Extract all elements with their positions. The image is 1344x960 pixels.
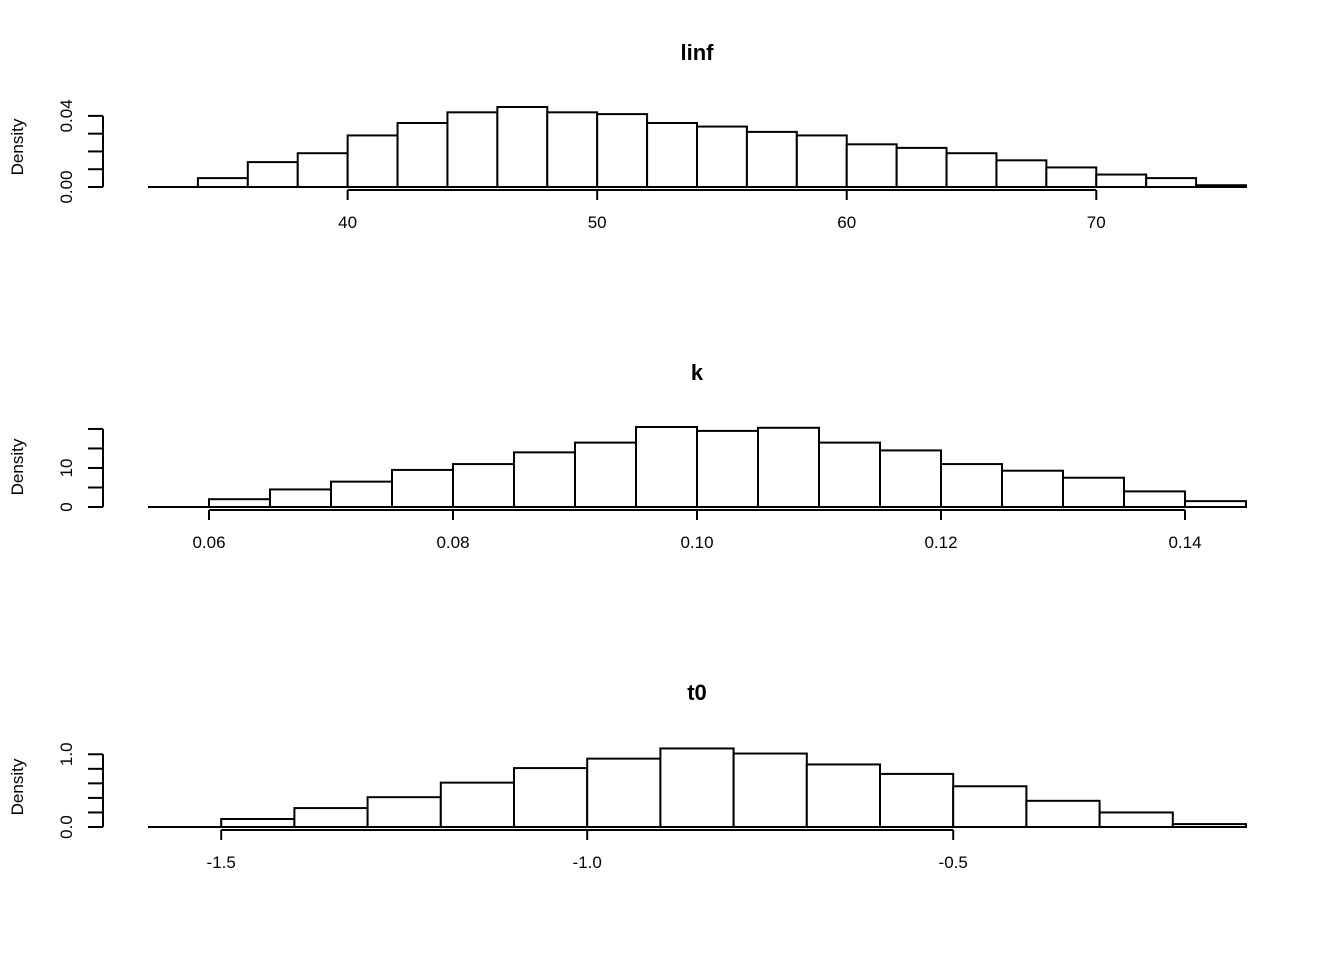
histogram-bar [795, 134, 848, 188]
y-axis-label: Density [8, 118, 27, 175]
x-tick-label: 40 [338, 213, 357, 232]
histogram-bar [208, 498, 271, 509]
histogram-panel-t0: t0 Density -1.5 -1.0 -0.5 0.0 1.0 [8, 680, 1248, 872]
histogram-bar [220, 818, 296, 828]
histogram-bar [439, 781, 515, 828]
histogram-bar [1123, 490, 1186, 509]
histogram-bar [596, 113, 649, 188]
histogram-bar [845, 143, 898, 188]
histogram-bar [732, 752, 808, 829]
histogram-bar [293, 807, 369, 828]
y-tick-label: 0.00 [57, 170, 76, 203]
y-tick-label: 1.0 [57, 742, 76, 766]
histogram-bar [805, 763, 881, 828]
y-tick-label: 10 [57, 459, 76, 478]
histogram-bar [586, 757, 662, 828]
x-tick-label: -0.5 [939, 853, 968, 872]
histogram-bar [659, 747, 735, 828]
y-tick-label: 0.04 [57, 99, 76, 132]
y-tick-label: 0 [57, 502, 76, 511]
histogram-bar [346, 134, 399, 188]
histogram-bar [296, 152, 349, 189]
histogram-panel-k: k Density 0.06 0.08 0.10 0.12 0.14 0 10 [8, 360, 1247, 552]
histogram-bar [952, 785, 1028, 828]
histogram-bar [1045, 166, 1098, 188]
x-tick-label: 0.14 [1168, 533, 1201, 552]
histogram-bar [1195, 184, 1248, 189]
histogram-bar [196, 177, 249, 189]
x-tick-label: -1.5 [207, 853, 236, 872]
histogram-bar [635, 426, 698, 508]
histogram-bar [696, 429, 759, 508]
x-tick-label: 0.06 [192, 533, 225, 552]
histogram-bar [818, 441, 881, 508]
histogram-bar [496, 106, 549, 188]
y-axis-label: Density [8, 758, 27, 815]
histogram-bar [879, 449, 942, 509]
histogram-bar [646, 122, 698, 188]
histogram-bar [246, 161, 299, 189]
histogram-bar [452, 463, 515, 509]
panel-title: t0 [687, 680, 707, 705]
x-tick-label: 0.10 [680, 533, 713, 552]
histogram-bar [940, 463, 1003, 509]
y-tick-label: 0.0 [57, 815, 76, 839]
histogram-bar [1062, 476, 1125, 509]
histogram-bar [1001, 469, 1064, 508]
histogram-bar [879, 772, 955, 829]
histogram-bar [391, 468, 454, 508]
x-tick-label: 70 [1087, 213, 1106, 232]
x-tick-label: -1.0 [573, 853, 602, 872]
x-tick-label: 0.12 [924, 533, 957, 552]
histogram-bar [330, 480, 393, 509]
histogram-bar [446, 111, 499, 188]
histogram-bar [396, 122, 449, 188]
y-axis-label: Density [8, 438, 27, 495]
x-tick-label: 50 [588, 213, 607, 232]
x-tick-label: 0.08 [436, 533, 469, 552]
panel-title: linf [681, 40, 715, 65]
histogram-bar [995, 159, 1048, 188]
histogram-bar [757, 426, 820, 508]
histogram-bar [1098, 811, 1174, 828]
histogram-panel-linf: linf Density 40 50 60 70 0.00 0.04 [8, 40, 1248, 232]
histogram-bar [269, 488, 332, 509]
histogram-bar [696, 125, 748, 188]
histogram-bar [895, 146, 948, 188]
histogram-bar [574, 441, 637, 508]
histogram-bar [1025, 799, 1101, 828]
histogram-bar [745, 130, 798, 188]
histogram-bar [546, 111, 599, 188]
histogram-bar [513, 451, 576, 508]
x-tick-label: 60 [837, 213, 856, 232]
histogram-bar [513, 767, 589, 828]
histogram-bar [1145, 177, 1198, 189]
histogram-bar [1184, 500, 1247, 508]
histogram-bar [1171, 823, 1248, 828]
histogram-bar [366, 796, 442, 829]
histogram-bar [945, 152, 998, 189]
histogram-bar [1095, 173, 1148, 189]
panel-title: k [691, 360, 704, 385]
